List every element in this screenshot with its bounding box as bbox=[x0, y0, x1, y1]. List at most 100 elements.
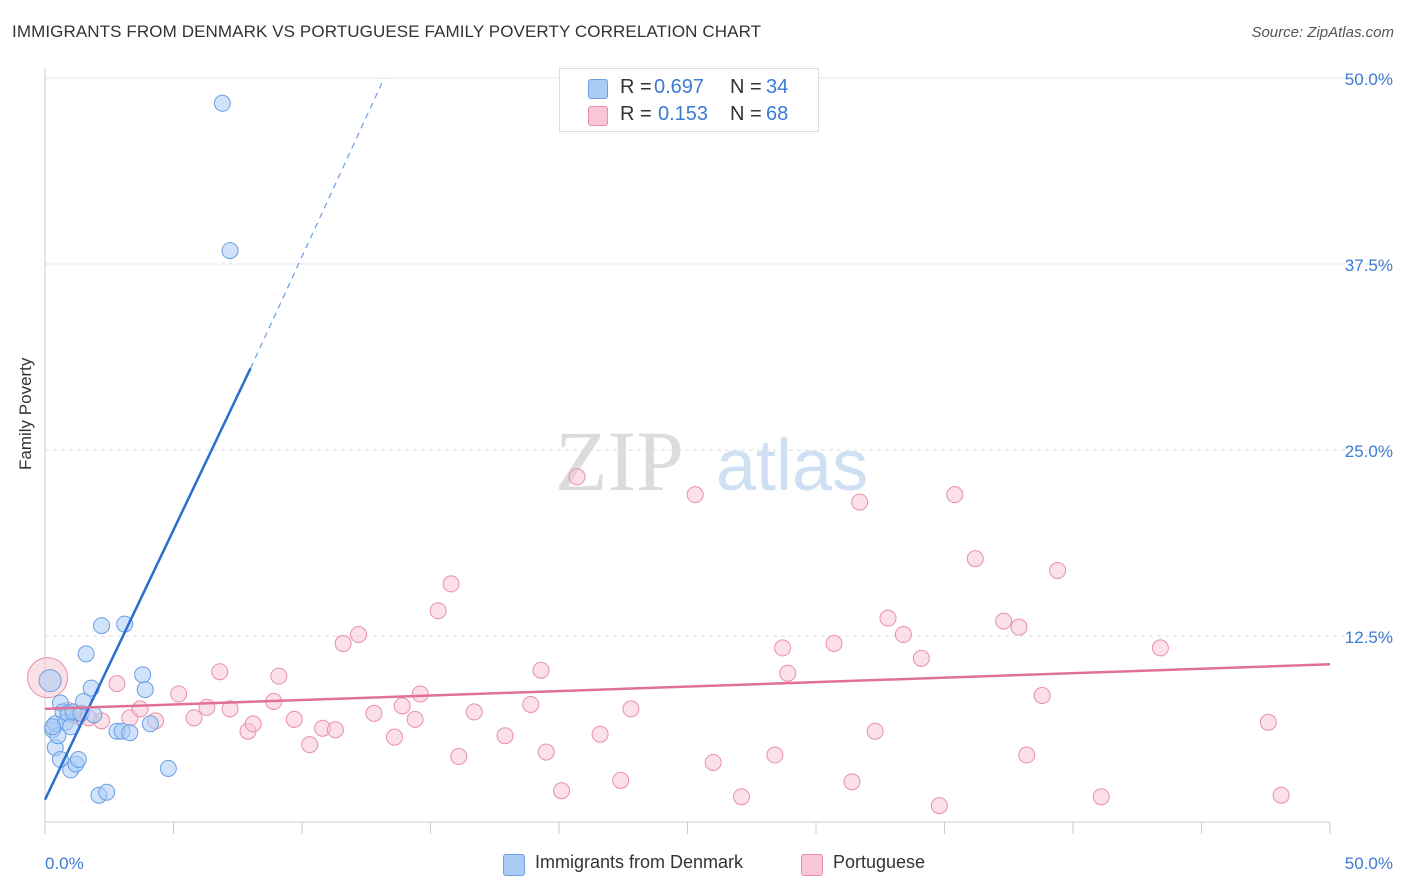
legend-row-denmark: R = 0.697 N = 34 bbox=[560, 74, 818, 100]
portuguese-point bbox=[365, 704, 383, 722]
legend-n-label: N = bbox=[730, 103, 762, 125]
y-axis-label: Family Poverty bbox=[16, 357, 35, 470]
portuguese-point bbox=[350, 626, 368, 644]
denmark-point bbox=[141, 715, 159, 733]
portuguese-point bbox=[686, 486, 704, 504]
portuguese-point bbox=[612, 771, 630, 789]
portuguese-point bbox=[843, 773, 861, 791]
portuguese-point bbox=[1049, 562, 1067, 580]
denmark-point bbox=[136, 681, 154, 699]
y-tick-label: 37.5% bbox=[1345, 256, 1393, 275]
denmark-point bbox=[121, 724, 139, 742]
chart-title: IMMIGRANTS FROM DENMARK VS PORTUGUESE FA… bbox=[12, 22, 762, 41]
portuguese-point bbox=[244, 715, 262, 733]
portuguese-point bbox=[894, 626, 912, 644]
portuguese-point bbox=[198, 698, 216, 716]
portuguese-point bbox=[1010, 618, 1028, 636]
portuguese-point bbox=[429, 602, 447, 620]
portuguese-point bbox=[930, 797, 948, 815]
portuguese-point bbox=[532, 661, 550, 679]
denmark-point bbox=[159, 759, 177, 777]
y-tick-label: 50.0% bbox=[1345, 70, 1393, 89]
portuguese-point bbox=[450, 748, 468, 766]
legend-row-portuguese: R = 0.153 N = 68 bbox=[560, 101, 818, 127]
portuguese-point bbox=[285, 710, 303, 728]
legend-swatch-portuguese bbox=[588, 106, 608, 126]
portuguese-point bbox=[591, 725, 609, 743]
portuguese-point bbox=[732, 788, 750, 806]
portuguese-point bbox=[465, 703, 483, 721]
denmark-point bbox=[213, 94, 231, 112]
denmark-point bbox=[44, 718, 62, 736]
denmark-point bbox=[221, 242, 239, 260]
portuguese-point bbox=[537, 743, 555, 761]
portuguese-point bbox=[766, 746, 784, 764]
portuguese-point bbox=[622, 700, 640, 718]
portuguese-point bbox=[185, 709, 203, 727]
legend-r-label: R = bbox=[620, 76, 652, 98]
portuguese-point bbox=[966, 550, 984, 568]
portuguese-point bbox=[211, 663, 229, 681]
y-tick-label: 25.0% bbox=[1345, 442, 1393, 461]
portuguese-point bbox=[393, 697, 411, 715]
bottom-legend-swatch-portuguese bbox=[801, 854, 823, 876]
portuguese-point bbox=[326, 721, 344, 739]
portuguese-point bbox=[774, 639, 792, 657]
portuguese-point bbox=[568, 468, 586, 486]
portuguese-point bbox=[1092, 788, 1110, 806]
legend-swatch-denmark bbox=[588, 79, 608, 99]
portuguese-point bbox=[406, 710, 424, 728]
portuguese-point bbox=[411, 685, 429, 703]
portuguese-point bbox=[108, 675, 126, 693]
portuguese-point bbox=[1018, 746, 1036, 764]
portuguese-point bbox=[131, 700, 149, 718]
legend-n-value: 68 bbox=[766, 103, 789, 125]
portuguese-point bbox=[334, 634, 352, 652]
portuguese-point bbox=[270, 667, 288, 685]
portuguese-point bbox=[704, 753, 722, 771]
portuguese-point bbox=[301, 736, 319, 754]
denmark-point bbox=[77, 645, 95, 663]
portuguese-point bbox=[825, 634, 843, 652]
portuguese-point bbox=[779, 664, 797, 682]
y-tick-label: 12.5% bbox=[1345, 628, 1393, 647]
denmark-point bbox=[98, 783, 116, 801]
portuguese-point bbox=[496, 727, 514, 745]
portuguese-point bbox=[912, 649, 930, 667]
denmark-trendline-extension bbox=[250, 77, 385, 369]
legend-r-value: 0.697 bbox=[654, 76, 705, 98]
portuguese-point bbox=[1151, 639, 1169, 657]
watermark-atlas: atlas bbox=[716, 426, 868, 506]
portuguese-point bbox=[946, 486, 964, 504]
x-tick-label: 0.0% bbox=[45, 854, 84, 873]
bottom-legend-swatch-denmark bbox=[503, 854, 525, 876]
portuguese-point bbox=[995, 612, 1013, 630]
portuguese-point bbox=[522, 695, 540, 713]
portuguese-point bbox=[170, 685, 188, 703]
portuguese-point bbox=[1033, 687, 1051, 705]
denmark-point bbox=[38, 669, 62, 693]
portuguese-point bbox=[553, 782, 571, 800]
portuguese-trendline bbox=[44, 663, 1331, 711]
watermark-zip: ZIP bbox=[555, 413, 684, 509]
bottom-legend-label-denmark: Immigrants from Denmark bbox=[535, 852, 744, 872]
x-tick-label: 50.0% bbox=[1345, 854, 1393, 873]
correlation-legend: R = 0.697 N = 34 R = 0.153 N = 68 bbox=[559, 68, 819, 132]
portuguese-point bbox=[221, 700, 239, 718]
portuguese-point bbox=[879, 609, 897, 627]
portuguese-point bbox=[1272, 786, 1290, 804]
denmark-point bbox=[93, 617, 111, 635]
portuguese-point bbox=[851, 493, 869, 511]
portuguese-point bbox=[442, 575, 460, 593]
legend-n-value: 34 bbox=[766, 76, 789, 98]
denmark-point bbox=[69, 751, 87, 769]
denmark-point bbox=[134, 666, 152, 684]
portuguese-point bbox=[1259, 713, 1277, 731]
source-credit: Source: ZipAtlas.com bbox=[1251, 24, 1394, 41]
portuguese-point bbox=[386, 728, 404, 746]
portuguese-point bbox=[866, 722, 884, 740]
bottom-legend-label-portuguese: Portuguese bbox=[833, 852, 926, 872]
legend-n-label: N = bbox=[730, 76, 762, 98]
legend-r-value: 0.153 bbox=[658, 103, 709, 125]
